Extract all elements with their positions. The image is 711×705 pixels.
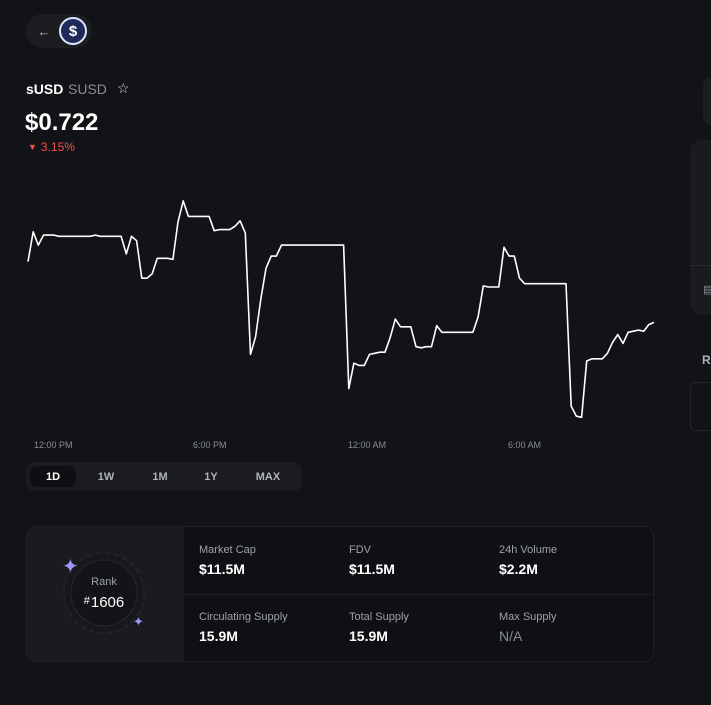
x-tick-label: 12:00 PM <box>34 440 73 450</box>
stats-divider <box>184 594 653 595</box>
x-tick-label: 6:00 AM <box>508 440 542 450</box>
side-panel-box <box>690 382 711 431</box>
token-price: $0.722 <box>25 109 99 136</box>
arrow-left-icon: ← <box>37 23 51 39</box>
volume-24h-label: 24h Volume <box>499 544 558 556</box>
side-panel-heading: R <box>702 353 711 367</box>
back-button[interactable]: ← <box>31 18 57 44</box>
fdv-label: FDV <box>349 544 371 556</box>
circulating-supply-label: Circulating Supply <box>199 611 288 623</box>
wallet-icon: ▤ <box>703 284 711 296</box>
volume-24h-value: $2.2M <box>499 561 538 577</box>
x-tick-label: 6:00 PM <box>193 440 227 450</box>
total-supply-label: Total Supply <box>349 611 409 623</box>
dollar-icon: $ <box>68 22 78 40</box>
tab-1m[interactable]: 1M <box>152 470 168 483</box>
total-supply-value: 15.9M <box>349 628 388 644</box>
price-line-series <box>27 200 655 419</box>
star-icon[interactable]: ☆ <box>117 80 130 96</box>
tab-1d[interactable]: 1D <box>30 466 76 487</box>
tab-1w[interactable]: 1W <box>97 470 115 483</box>
x-tick-label: 12:00 AM <box>348 440 387 450</box>
tab-max[interactable]: MAX <box>255 470 281 483</box>
side-panel-button[interactable] <box>703 77 711 125</box>
side-panel-card <box>690 140 711 315</box>
sparkle-icon: ✦ <box>62 556 79 578</box>
token-logo[interactable]: $ <box>59 17 87 45</box>
sparkle-icon: ✦ <box>133 614 144 629</box>
side-panel-divider <box>690 265 711 266</box>
price-chart[interactable] <box>26 170 658 435</box>
rank-value: #1606 <box>62 594 146 611</box>
market-cap-value: $11.5M <box>199 561 245 577</box>
market-cap-label: Market Cap <box>199 544 256 556</box>
rank-number: 1606 <box>90 594 125 611</box>
fdv-value: $11.5M <box>349 561 395 577</box>
price-change-value: 3.15% <box>40 140 75 154</box>
max-supply-value: N/A <box>499 628 523 644</box>
token-name: sUSD <box>26 81 64 97</box>
rank-badge-icon <box>63 552 145 634</box>
token-symbol: SUSD <box>68 81 107 97</box>
price-change: ▼ 3.15% <box>28 140 75 154</box>
tab-1y[interactable]: 1Y <box>204 470 218 483</box>
max-supply-label: Max Supply <box>499 611 557 623</box>
circulating-supply-value: 15.9M <box>199 628 238 644</box>
rank-hash: # <box>83 595 90 607</box>
down-triangle-icon: ▼ <box>28 142 37 152</box>
rank-label: Rank <box>91 576 117 588</box>
